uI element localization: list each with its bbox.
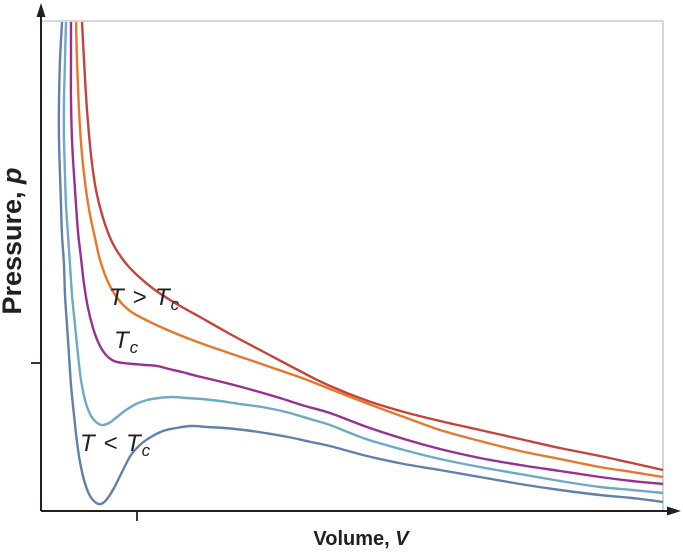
isotherm-curve-t-above-tc <box>74 21 664 479</box>
y-axis-title: Pressure, p <box>0 91 27 391</box>
x-axis-title: Volume, V <box>261 528 461 551</box>
y-axis-arrowhead-icon <box>36 3 46 17</box>
isotherm-curve-t-much-below-tc <box>57 21 664 506</box>
y-axis-title-text: Pressure, <box>0 183 27 315</box>
critical-point-ticks <box>31 362 138 521</box>
isotherm-curve-t-much-above-tc <box>80 21 664 472</box>
isotherm-annotations: T > Tc Tc T < Tc <box>80 284 180 460</box>
label-above-tc: T > Tc <box>109 284 180 314</box>
x-axis-arrowhead-icon <box>667 506 681 516</box>
isotherm-curve-tc-critical <box>69 22 664 486</box>
label-tc: Tc <box>114 327 139 357</box>
y-axis-variable: p <box>0 167 27 184</box>
label-below-tc: T < Tc <box>80 430 151 460</box>
x-axis-variable: V <box>395 528 409 550</box>
x-axis-title-text: Volume, <box>313 528 396 550</box>
isotherm-curve-t-below-tc <box>62 21 664 495</box>
isotherm-curves <box>57 21 664 506</box>
